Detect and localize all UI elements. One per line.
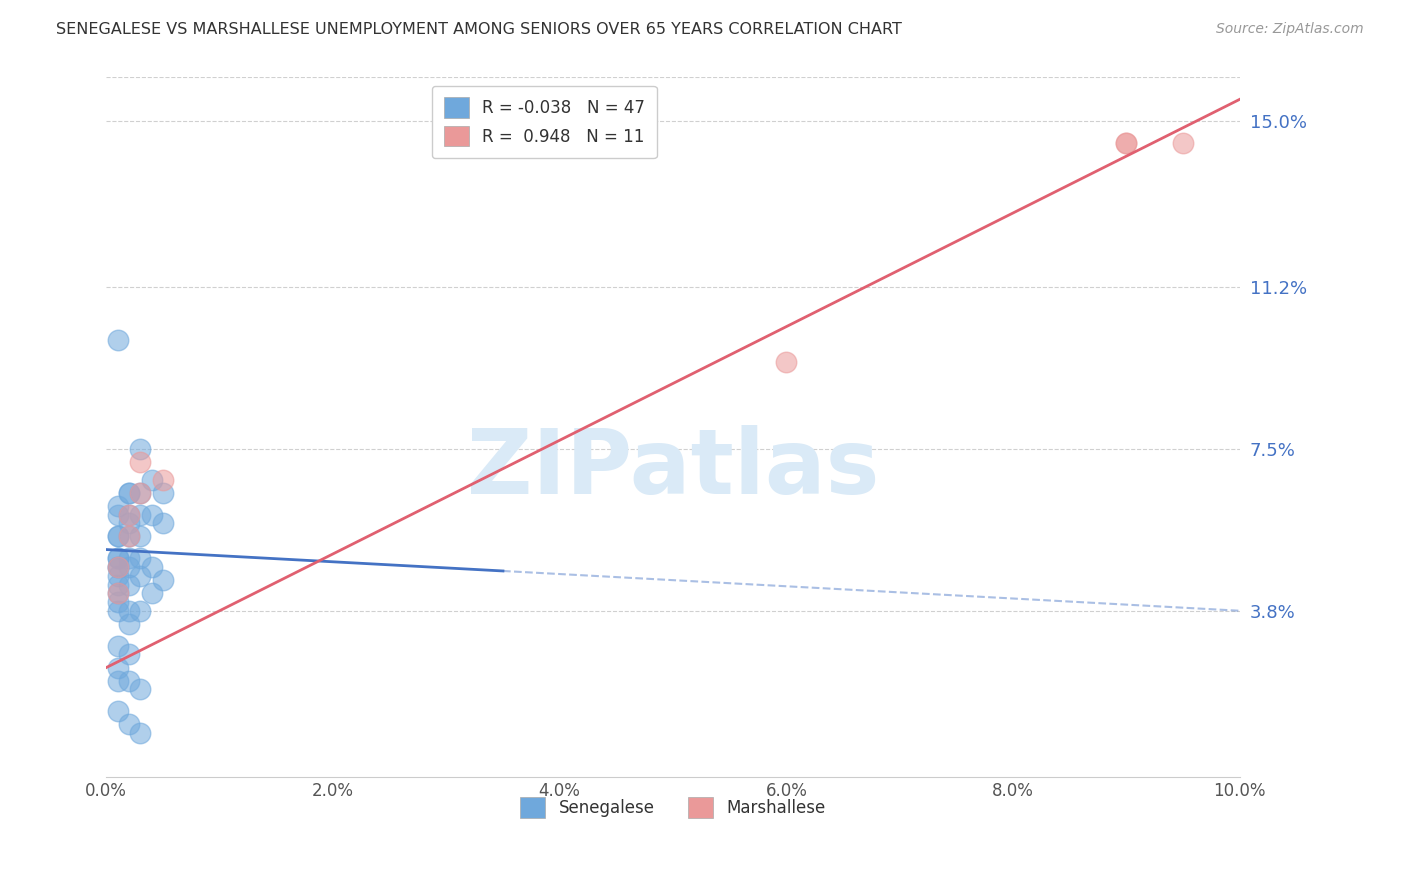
Point [152, 516, 174, 531]
Point [129, 551, 152, 566]
Point [152, 573, 174, 587]
Point [107, 529, 129, 543]
Point [129, 726, 152, 740]
Point [107, 673, 129, 688]
Legend: Senegalese, Marshallese: Senegalese, Marshallese [513, 791, 832, 824]
Point [118, 551, 141, 566]
Point [141, 508, 163, 522]
Point [775, 354, 797, 368]
Point [152, 485, 174, 500]
Point [118, 717, 141, 731]
Point [118, 560, 141, 574]
Point [118, 508, 141, 522]
Point [118, 577, 141, 591]
Text: SENEGALESE VS MARSHALLESE UNEMPLOYMENT AMONG SENIORS OVER 65 YEARS CORRELATION C: SENEGALESE VS MARSHALLESE UNEMPLOYMENT A… [56, 22, 903, 37]
Point [107, 704, 129, 718]
Point [107, 639, 129, 653]
Point [107, 551, 129, 566]
Point [129, 682, 152, 697]
Point [118, 616, 141, 631]
Point [107, 577, 129, 591]
Point [141, 473, 163, 487]
Point [129, 485, 152, 500]
Point [129, 529, 152, 543]
Point [118, 485, 141, 500]
Point [107, 551, 129, 566]
Point [118, 604, 141, 618]
Point [107, 508, 129, 522]
Point [107, 595, 129, 609]
Point [118, 529, 141, 543]
Point [107, 333, 129, 347]
Point [107, 568, 129, 582]
Point [107, 586, 129, 600]
Point [118, 516, 141, 531]
Point [129, 568, 152, 582]
Point [129, 455, 152, 469]
Point [118, 673, 141, 688]
Point [107, 660, 129, 674]
Point [1171, 136, 1194, 150]
Point [107, 529, 129, 543]
Point [118, 485, 141, 500]
Point [118, 508, 141, 522]
Point [129, 508, 152, 522]
Point [1115, 136, 1137, 150]
Point [107, 560, 129, 574]
Point [152, 473, 174, 487]
Point [129, 485, 152, 500]
Point [129, 604, 152, 618]
Point [118, 529, 141, 543]
Point [107, 604, 129, 618]
Point [107, 586, 129, 600]
Text: ZIPatlas: ZIPatlas [467, 425, 879, 513]
Point [118, 648, 141, 662]
Point [129, 442, 152, 456]
Point [141, 586, 163, 600]
Point [141, 560, 163, 574]
Point [107, 560, 129, 574]
Point [1115, 136, 1137, 150]
Point [107, 560, 129, 574]
Point [107, 499, 129, 513]
Text: Source: ZipAtlas.com: Source: ZipAtlas.com [1216, 22, 1364, 37]
